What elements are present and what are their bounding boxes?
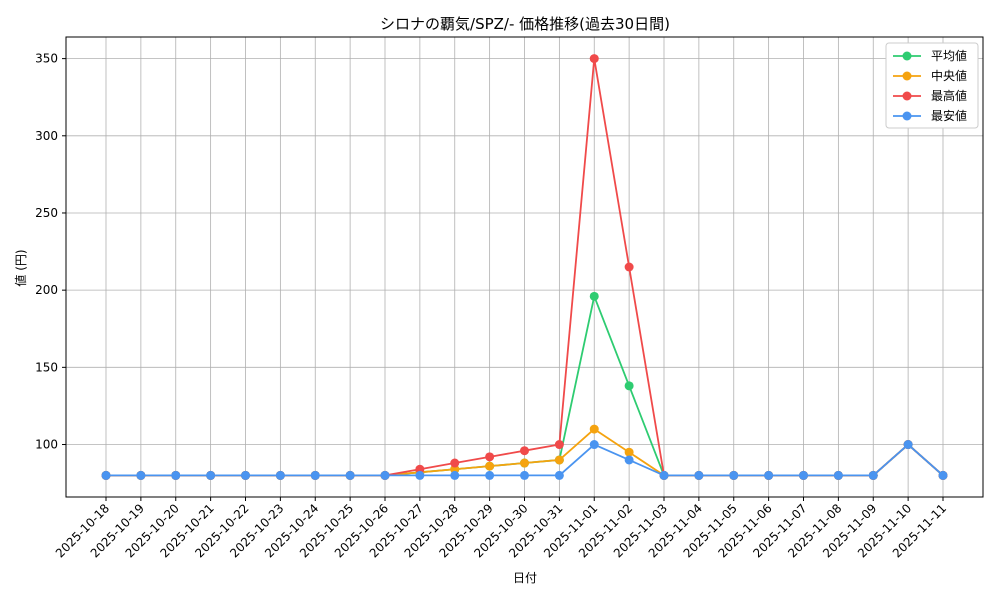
- data-point: [764, 470, 774, 480]
- legend-label: 最安値: [931, 108, 967, 123]
- data-point: [415, 470, 425, 480]
- data-point: [833, 470, 843, 480]
- legend-item: 最安値: [893, 108, 967, 123]
- data-point: [554, 455, 564, 465]
- data-point: [241, 470, 250, 480]
- legend-box: [885, 42, 979, 129]
- data-point: [520, 446, 529, 456]
- data-point: [310, 470, 320, 480]
- data-point: [624, 262, 634, 272]
- data-point: [450, 458, 460, 468]
- legend-swatch-marker: [902, 71, 912, 81]
- series-lines: [101, 54, 948, 480]
- data-point: [624, 455, 634, 465]
- legend-label: 中央値: [931, 68, 967, 83]
- data-point: [799, 470, 808, 480]
- data-point: [520, 458, 529, 468]
- data-point: [624, 381, 634, 391]
- data-point: [729, 470, 739, 480]
- data-point: [938, 470, 948, 480]
- legend-swatch-marker: [902, 91, 912, 101]
- data-point: [554, 470, 564, 480]
- data-point: [694, 470, 704, 480]
- data-point: [206, 470, 216, 480]
- y-tick-label: 350: [35, 52, 58, 66]
- data-point: [345, 470, 355, 480]
- data-point: [136, 470, 146, 480]
- data-point: [171, 470, 181, 480]
- data-point: [903, 440, 913, 450]
- y-tick-label: 200: [35, 283, 58, 297]
- data-point: [485, 470, 495, 480]
- plot-frame: [65, 36, 984, 498]
- grid: [66, 37, 983, 497]
- y-tick-label: 150: [35, 360, 58, 374]
- data-point: [520, 470, 529, 480]
- data-point: [450, 464, 460, 474]
- data-point: [485, 452, 495, 462]
- data-point: [415, 464, 425, 474]
- legend-swatch-marker: [902, 111, 912, 121]
- data-point: [589, 440, 599, 450]
- data-point: [589, 291, 599, 301]
- y-tick-label: 300: [35, 129, 58, 143]
- data-point: [589, 54, 599, 64]
- y-tick-label: 100: [35, 438, 58, 452]
- legend-item: 最高値: [893, 88, 967, 103]
- y-tick-label: 250: [35, 206, 58, 220]
- data-point: [868, 470, 878, 480]
- series-3: [101, 440, 948, 480]
- data-point: [450, 470, 460, 480]
- legend-item: 中央値: [893, 68, 967, 83]
- legend-label: 最高値: [931, 88, 967, 103]
- y-axis-label: 値 (円): [13, 249, 28, 286]
- legend-swatch-marker: [902, 51, 912, 61]
- data-point: [659, 470, 669, 480]
- data-point: [554, 440, 564, 450]
- data-point: [380, 470, 390, 480]
- legend-item: 平均値: [893, 48, 967, 63]
- y-axis-ticks: 100 150 200 250 300 350: [35, 52, 66, 452]
- data-point: [101, 470, 111, 480]
- data-point: [275, 470, 285, 480]
- data-point: [624, 447, 634, 457]
- data-point: [589, 424, 599, 434]
- legend-label: 平均値: [931, 48, 967, 63]
- data-point: [485, 461, 495, 471]
- x-axis-label: 日付: [513, 571, 537, 585]
- chart-title: シロナの覇気/SPZ/- 価格推移(過去30日間): [380, 15, 670, 33]
